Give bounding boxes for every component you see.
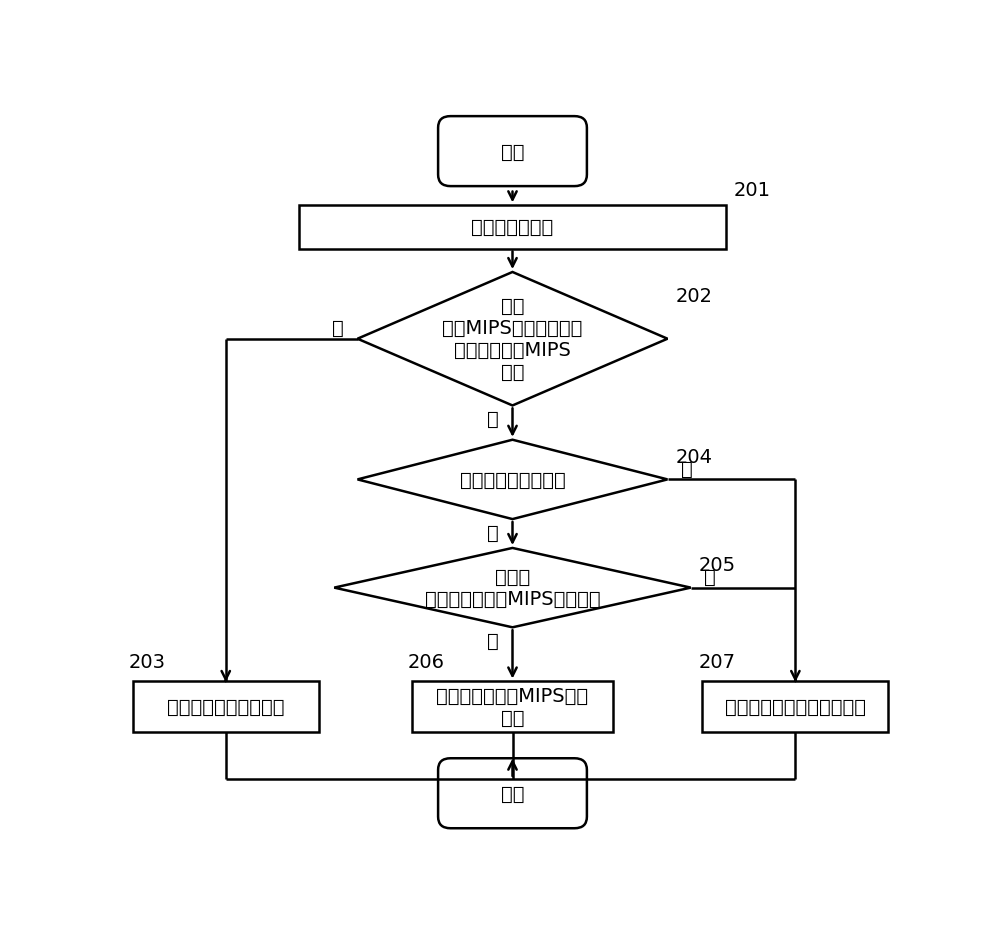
Text: 新任务
是否能以低一级MIPS方式运行: 新任务 是否能以低一级MIPS方式运行 [425, 567, 600, 608]
Text: 204: 204 [675, 447, 712, 466]
Polygon shape [358, 272, 668, 406]
FancyBboxPatch shape [412, 681, 613, 732]
Polygon shape [334, 548, 691, 628]
Text: 当前
系统MIPS裕量是否满足
新任务评估的MIPS
需求: 当前 系统MIPS裕量是否满足 新任务评估的MIPS 需求 [442, 297, 583, 382]
FancyBboxPatch shape [702, 681, 888, 732]
Text: 将新任务延迟或者终止需求: 将新任务延迟或者终止需求 [725, 697, 866, 716]
Text: 新任务以运行需求运行: 新任务以运行需求运行 [167, 697, 285, 716]
Text: 203: 203 [129, 651, 166, 671]
FancyBboxPatch shape [299, 206, 726, 249]
Text: 新任务是否必须运行: 新任务是否必须运行 [460, 471, 565, 490]
Polygon shape [358, 440, 668, 519]
Text: 否: 否 [681, 460, 693, 478]
FancyBboxPatch shape [438, 117, 587, 187]
Text: 205: 205 [698, 556, 736, 575]
Text: 206: 206 [408, 651, 445, 671]
Text: 是: 是 [332, 319, 344, 338]
Text: 是: 是 [487, 631, 499, 651]
Text: 否: 否 [704, 568, 716, 587]
Text: 是: 是 [487, 523, 499, 542]
Text: 结束: 结束 [501, 784, 524, 803]
Text: 新任务以低一级MIPS方式
运行: 新任务以低一级MIPS方式 运行 [436, 686, 589, 727]
Text: 开始: 开始 [501, 142, 524, 161]
Text: 新任务运行需求: 新任务运行需求 [471, 218, 554, 237]
FancyBboxPatch shape [438, 758, 587, 828]
Text: 207: 207 [698, 651, 736, 671]
FancyBboxPatch shape [133, 681, 319, 732]
Text: 202: 202 [675, 287, 712, 306]
Text: 201: 201 [733, 182, 770, 200]
Text: 否: 否 [487, 409, 499, 429]
